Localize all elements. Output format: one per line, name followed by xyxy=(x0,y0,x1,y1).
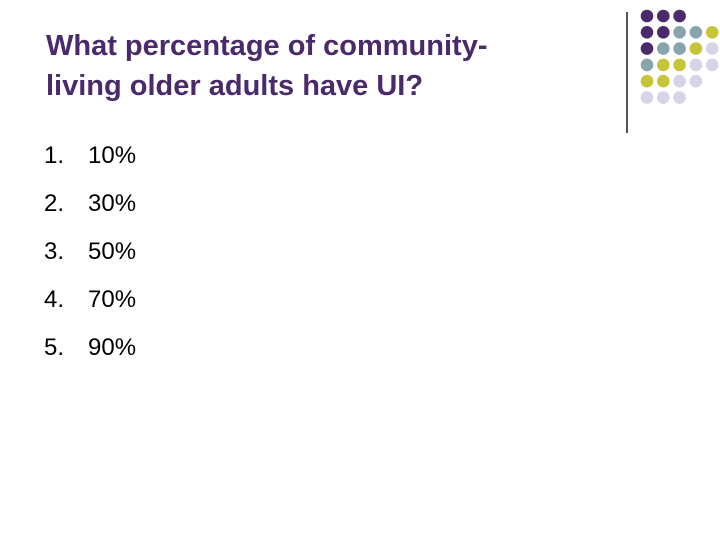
decorative-dot xyxy=(657,26,670,39)
answer-option-4: 4. 70% xyxy=(44,288,136,312)
answer-number: 5. xyxy=(44,334,65,361)
decorative-dot xyxy=(657,91,670,104)
decorative-dot xyxy=(673,91,686,104)
decorative-dot xyxy=(657,9,670,23)
decorative-dot xyxy=(689,42,703,55)
answer-option-1: 1. 10% xyxy=(44,144,136,168)
answer-text: 90% xyxy=(88,334,137,361)
decorative-dot xyxy=(705,26,719,39)
decorative-dot xyxy=(640,9,654,23)
decorative-dot xyxy=(673,9,686,23)
decorative-dot xyxy=(640,74,654,88)
answer-text: 10% xyxy=(88,142,137,169)
decorative-dot xyxy=(689,74,703,88)
answer-text: 70% xyxy=(88,286,137,313)
slide-title: What percentage of community- living old… xyxy=(46,26,606,106)
decorative-dot xyxy=(657,42,670,55)
decorative-dot xyxy=(689,58,703,72)
title-line-2: living older adults have UI? xyxy=(46,70,424,102)
decorative-dot xyxy=(689,26,703,39)
decorative-dot xyxy=(673,42,686,55)
answer-number: 1. xyxy=(44,142,65,169)
decorative-dot xyxy=(640,91,654,104)
answer-option-2: 2. 30% xyxy=(44,192,136,216)
decorative-dot xyxy=(705,58,719,72)
decorative-dot xyxy=(640,26,654,39)
decorative-dot xyxy=(657,74,670,88)
decorative-dot xyxy=(657,58,670,72)
title-line-1: What percentage of community- xyxy=(46,30,488,62)
decorative-dot xyxy=(673,26,686,39)
decorative-dot xyxy=(640,58,654,72)
decorative-dot-grid xyxy=(640,9,719,104)
answer-option-5: 5. 90% xyxy=(44,336,136,360)
answer-list: 1. 10% 2. 30% 3. 50% 4. 70% 5. 90% xyxy=(44,144,136,360)
answer-number: 2. xyxy=(44,190,65,217)
vertical-divider xyxy=(626,12,628,133)
decorative-dot xyxy=(673,58,686,72)
answer-text: 30% xyxy=(88,190,137,217)
answer-option-3: 3. 50% xyxy=(44,240,136,264)
decorative-dot xyxy=(673,74,686,88)
answer-number: 4. xyxy=(44,286,65,313)
decorative-dot xyxy=(640,42,654,55)
answer-text: 50% xyxy=(88,238,137,265)
decorative-dot xyxy=(705,42,719,55)
answer-number: 3. xyxy=(44,238,65,265)
